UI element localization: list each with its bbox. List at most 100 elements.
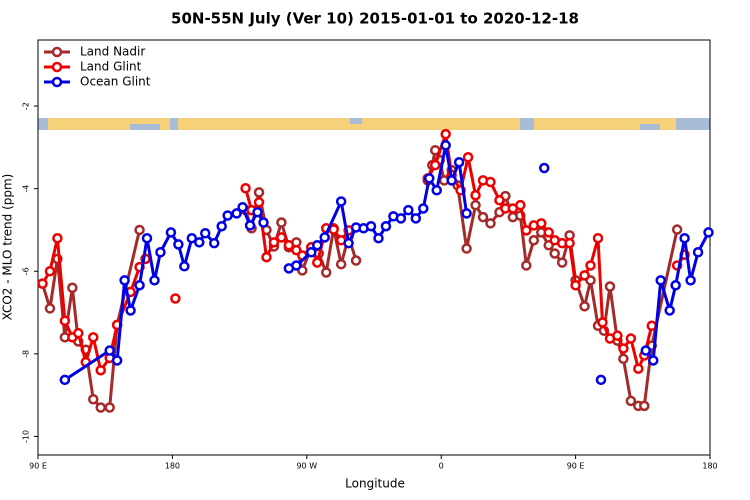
- series-line: [64, 143, 710, 382]
- data-point: [231, 208, 242, 219]
- data-point: [194, 237, 205, 248]
- data-point: [59, 315, 71, 327]
- data-point: [179, 261, 190, 272]
- data-point: [640, 345, 652, 356]
- data-point: [276, 217, 287, 228]
- data-point: [485, 218, 496, 229]
- data-point: [95, 365, 106, 376]
- y-axis-label: XCO2 - MLO trend (ppm): [1, 174, 15, 321]
- data-point: [104, 345, 115, 356]
- data-point: [170, 293, 181, 304]
- x-tick-label: 90 W: [296, 462, 317, 471]
- data-point: [67, 282, 78, 294]
- data-point: [538, 162, 550, 174]
- y-tick-label: -6: [22, 267, 31, 275]
- x-axis-label: Longitude: [345, 477, 405, 491]
- data-point: [639, 400, 650, 412]
- y-tick-label: -10: [22, 430, 31, 443]
- data-point: [618, 353, 629, 365]
- data-point: [73, 327, 84, 339]
- data-point: [543, 227, 554, 238]
- data-point: [585, 260, 596, 271]
- data-point: [521, 225, 532, 236]
- y-tick-label: -2: [22, 102, 31, 110]
- data-point: [521, 260, 532, 271]
- data-point: [258, 217, 269, 228]
- data-point: [335, 258, 347, 270]
- data-point: [186, 232, 198, 244]
- data-point: [149, 275, 160, 286]
- data-point: [319, 232, 330, 243]
- data-point: [44, 265, 56, 277]
- data-point: [276, 232, 287, 243]
- data-point: [431, 185, 442, 196]
- data-point: [44, 303, 56, 314]
- series-line: [41, 132, 686, 372]
- data-point: [648, 355, 659, 366]
- data-point: [604, 281, 616, 292]
- data-point: [268, 237, 280, 248]
- data-point: [625, 395, 637, 407]
- data-point: [222, 210, 233, 221]
- data-point: [618, 343, 629, 354]
- data-point: [141, 232, 153, 244]
- data-point: [253, 197, 265, 208]
- data-point: [612, 330, 623, 341]
- data-point: [494, 194, 505, 206]
- land-ocean-strip: [38, 118, 710, 130]
- data-point: [343, 237, 354, 249]
- data-point: [536, 218, 547, 229]
- data-point: [155, 246, 166, 258]
- data-point: [570, 280, 581, 291]
- data-point: [350, 255, 362, 266]
- data-point: [88, 394, 99, 405]
- data-point: [119, 275, 130, 286]
- data-point: [306, 246, 317, 258]
- data-point: [671, 224, 683, 235]
- data-point: [549, 248, 560, 259]
- data-point: [528, 235, 540, 246]
- data-point: [240, 182, 251, 194]
- data-point: [283, 239, 295, 251]
- data-point: [440, 128, 451, 140]
- data-point: [237, 201, 248, 213]
- data-point: [470, 190, 481, 201]
- legend-marker: [51, 61, 63, 73]
- data-point: [335, 196, 347, 207]
- y-tick-label: -8: [22, 350, 31, 358]
- x-tick-label: 180: [165, 462, 180, 471]
- legend-label: Land Glint: [80, 60, 142, 74]
- data-point: [312, 257, 323, 268]
- data-point: [692, 246, 704, 258]
- data-point: [424, 173, 435, 184]
- x-tick-label: 0: [439, 462, 444, 471]
- data-point: [52, 232, 63, 244]
- x-tick-label: 90 E: [29, 462, 47, 471]
- data-point: [470, 199, 481, 211]
- data-point: [125, 305, 136, 316]
- data-point: [515, 199, 526, 211]
- legend-label: Ocean Glint: [80, 75, 151, 89]
- data-point: [633, 363, 644, 374]
- data-point: [37, 278, 48, 289]
- data-point: [208, 237, 220, 249]
- data-point: [252, 206, 263, 218]
- data-point: [564, 237, 575, 249]
- data-point: [664, 305, 675, 316]
- y-tick-label: -4: [22, 185, 31, 193]
- data-point: [685, 275, 696, 286]
- data-point: [395, 213, 407, 224]
- data-point: [655, 275, 666, 286]
- data-point: [679, 232, 690, 244]
- data-point: [595, 374, 607, 386]
- data-point: [244, 220, 256, 231]
- data-point: [200, 228, 211, 239]
- chart-title: 50N-55N July (Ver 10) 2015-01-01 to 2020…: [171, 10, 579, 28]
- data-point: [59, 374, 71, 386]
- data-point: [703, 227, 714, 238]
- data-point: [253, 187, 265, 198]
- legend-marker: [51, 46, 63, 58]
- data-point: [320, 267, 332, 278]
- legend-marker: [51, 76, 63, 88]
